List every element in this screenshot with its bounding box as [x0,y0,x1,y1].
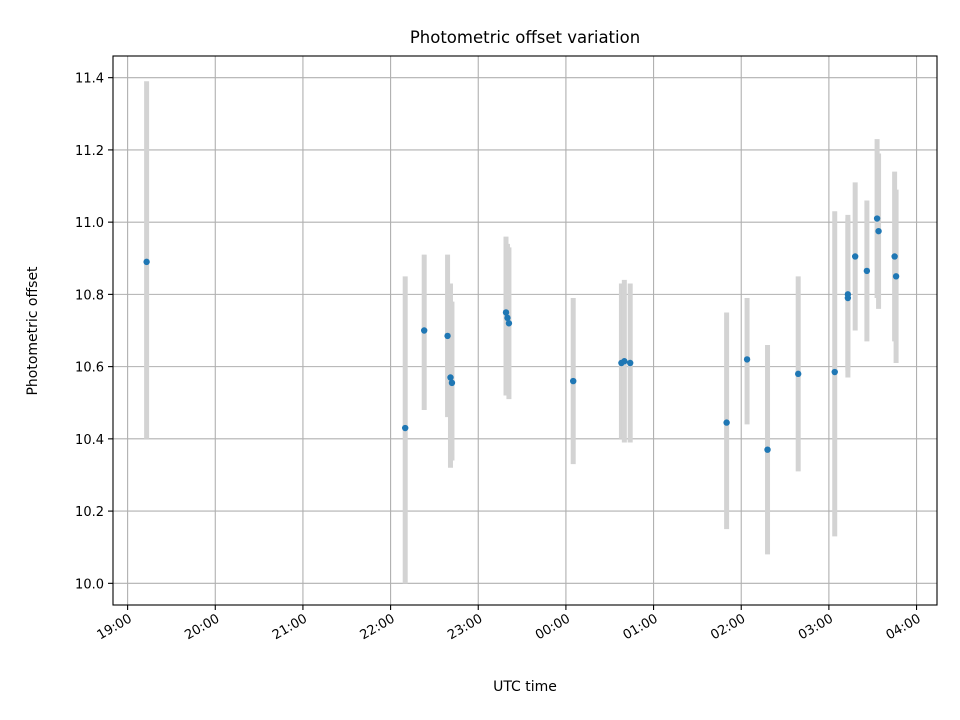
y-tick-label: 11.0 [75,216,104,231]
data-point [401,424,409,432]
y-axis-title: Photometric offset [25,266,41,396]
data-point [505,320,513,327]
data-point [420,327,428,334]
data-point-layer [143,215,900,453]
data-point [892,273,900,280]
data-point [723,419,730,426]
y-tick-label: 10.0 [75,577,104,592]
plot-frame [112,55,938,606]
y-tick-label: 10.6 [75,361,104,376]
y-tick-label: 11.2 [75,144,104,159]
data-point [448,379,456,387]
chart-title: Photometric offset variation [410,28,640,47]
y-tick-label: 10.4 [75,433,104,448]
data-point [873,215,881,222]
data-point [764,446,771,453]
data-point [621,358,628,365]
data-point [143,258,150,266]
y-tick-label: 11.4 [75,72,104,87]
data-point [875,227,882,235]
y-tick-label: 10.2 [75,505,104,520]
data-point [626,359,634,367]
data-point [795,370,802,378]
data-point [863,267,871,275]
data-point [844,291,852,298]
data-point [851,253,859,260]
data-point [444,332,451,340]
data-point [891,253,898,260]
data-point [502,309,510,316]
x-axis-title: UTC time [493,679,557,695]
data-point [504,314,511,322]
y-tick-label: 10.8 [75,288,104,303]
data-point [570,377,577,385]
data-point [831,368,838,376]
data-point [447,374,454,381]
data-point [743,356,751,363]
